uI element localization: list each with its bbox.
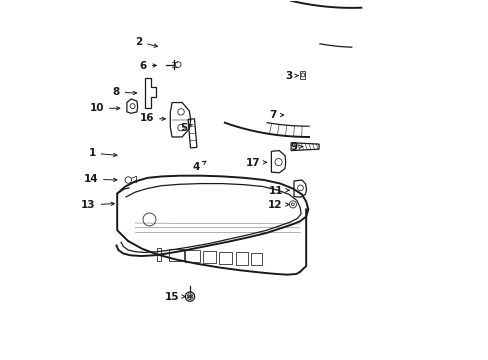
Text: 9: 9 (290, 142, 303, 152)
Text: 3: 3 (285, 71, 298, 81)
Text: 13: 13 (81, 200, 114, 210)
Text: 2: 2 (135, 37, 157, 47)
Text: 15: 15 (164, 292, 185, 302)
Text: 17: 17 (245, 158, 266, 168)
Text: 1: 1 (88, 148, 117, 158)
Text: 12: 12 (267, 200, 288, 210)
Text: 6: 6 (140, 61, 156, 71)
Text: 16: 16 (140, 113, 165, 123)
Text: 5: 5 (180, 123, 192, 133)
Text: 10: 10 (89, 103, 120, 113)
Text: 8: 8 (112, 87, 136, 97)
Text: 11: 11 (268, 186, 288, 196)
Text: 7: 7 (269, 111, 283, 121)
Text: 14: 14 (83, 174, 117, 184)
Text: 4: 4 (192, 161, 205, 172)
